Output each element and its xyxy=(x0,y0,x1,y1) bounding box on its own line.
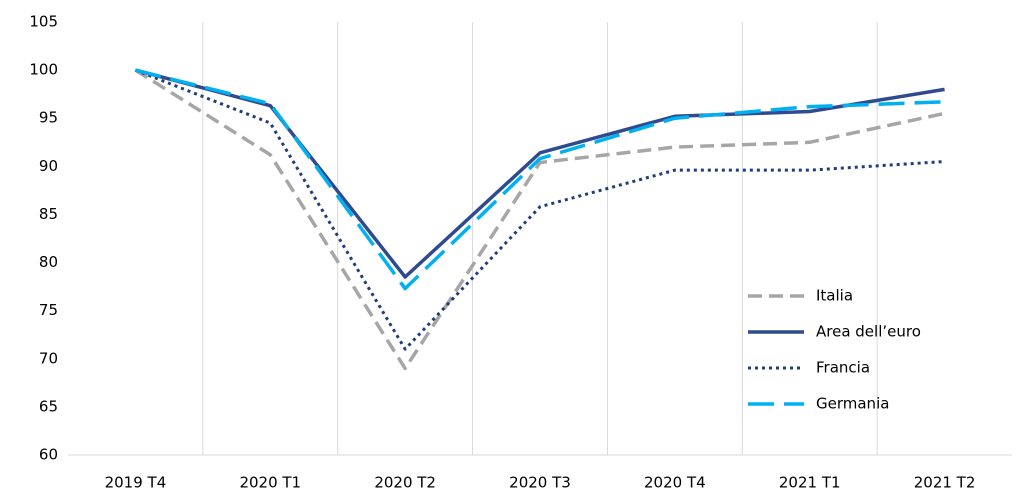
y-tick-label: 85 xyxy=(39,205,58,223)
y-tick-label: 100 xyxy=(29,61,58,79)
series-line xyxy=(135,68,945,291)
x-tick-label: 2021 T1 xyxy=(779,474,841,492)
x-tick-label: 2020 T1 xyxy=(239,474,301,492)
x-tick-label: 2021 T2 xyxy=(914,474,976,492)
y-tick-label: 65 xyxy=(39,397,58,415)
series-line xyxy=(134,68,945,351)
x-tick-label: 2019 T4 xyxy=(105,474,167,492)
y-tick-label: 90 xyxy=(39,157,58,175)
x-tick-label: 2020 T4 xyxy=(644,474,706,492)
series-line xyxy=(134,68,945,279)
y-tick-label: 95 xyxy=(39,109,58,127)
y-tick-label: 80 xyxy=(39,253,58,271)
x-tick-label: 2020 T2 xyxy=(374,474,436,492)
legend-label: Germania xyxy=(816,395,889,413)
y-tick-label: 105 xyxy=(29,13,58,31)
series-line xyxy=(134,68,945,371)
legend-label: Italia xyxy=(816,287,853,305)
y-tick-label: 60 xyxy=(39,446,58,464)
y-tick-label: 75 xyxy=(39,301,58,319)
x-tick-label: 2020 T3 xyxy=(509,474,571,492)
y-tick-label: 70 xyxy=(39,349,58,367)
legend-label: Area dell’euro xyxy=(816,323,921,341)
legend-label: Francia xyxy=(816,359,870,377)
